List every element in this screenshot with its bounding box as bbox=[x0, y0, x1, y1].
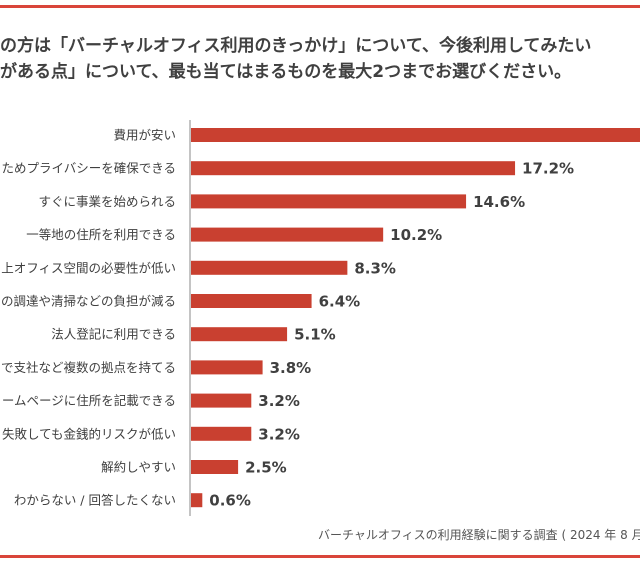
title-line-1: の方は「バーチャルオフィス利用のきっかけ」について、今後利用してみたい bbox=[0, 36, 592, 56]
category-label: 法人登記に利用できる bbox=[51, 327, 176, 342]
bar bbox=[191, 393, 252, 408]
category-label: で支社など複数の拠点を持てる bbox=[1, 360, 176, 375]
bar bbox=[191, 260, 348, 275]
bottom-accent-line bbox=[0, 555, 640, 558]
bar bbox=[191, 360, 263, 375]
bar bbox=[191, 128, 640, 142]
title-line-2: がある点」について、最も当てはまるものを最大2つまでお選びください。 bbox=[0, 62, 572, 82]
top-accent-line bbox=[0, 5, 640, 8]
bar bbox=[191, 227, 384, 242]
bar bbox=[191, 493, 203, 508]
data-label: 5.1% bbox=[294, 326, 336, 344]
data-label: 3.2% bbox=[258, 392, 300, 410]
data-label: 2.5% bbox=[245, 459, 287, 477]
bar bbox=[191, 460, 239, 474]
data-label: 0.6% bbox=[209, 492, 251, 510]
data-label: 17.2% bbox=[522, 160, 574, 178]
category-label: 解約しやすい bbox=[101, 460, 176, 475]
bar bbox=[191, 161, 516, 176]
category-label: 一等地の住所を利用できる bbox=[26, 227, 176, 242]
category-label: すぐに事業を始められる bbox=[38, 194, 176, 209]
bar bbox=[191, 327, 288, 342]
data-label: 8.3% bbox=[354, 259, 396, 277]
data-label: 3.8% bbox=[270, 359, 312, 377]
data-label: 14.6% bbox=[473, 193, 525, 211]
category-label: わからない / 回答したくない bbox=[14, 493, 176, 508]
chart-title: の方は「バーチャルオフィス利用のきっかけ」について、今後利用してみたい がある点… bbox=[0, 33, 640, 85]
data-label: 6.4% bbox=[319, 293, 361, 311]
data-label: 10.2% bbox=[390, 226, 442, 244]
bar bbox=[191, 426, 252, 441]
category-label: ームページに住所を記載できる bbox=[2, 393, 176, 408]
category-label: 失敗しても金銭的リスクが低い bbox=[2, 426, 176, 441]
bar bbox=[191, 194, 467, 209]
category-label: 費用が安い bbox=[113, 128, 176, 143]
bar bbox=[191, 294, 312, 308]
category-label: の調達や清掃などの負担が減る bbox=[1, 294, 176, 309]
data-label: 3.2% bbox=[258, 425, 300, 443]
category-label: ためプライバシーを確保できる bbox=[1, 161, 176, 176]
source-note: バーチャルオフィスの利用経験に関する調査 ( 2024 年 8 月、 bbox=[318, 528, 640, 542]
category-label: 上オフィス空間の必要性が低い bbox=[1, 260, 176, 275]
